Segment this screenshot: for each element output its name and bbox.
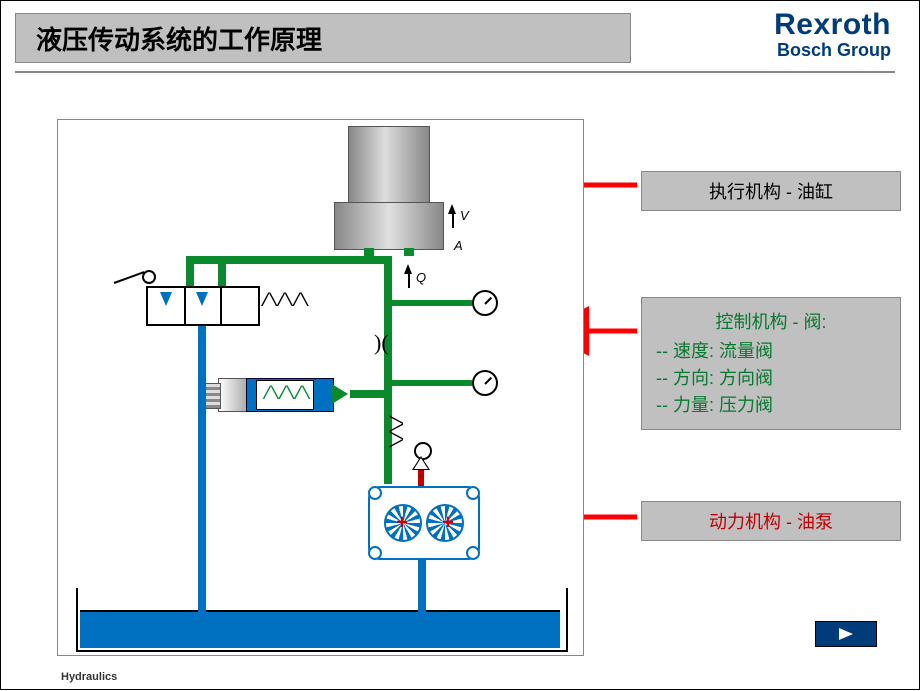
arrow-v-line [452,212,454,228]
callout-valve-dir: -- 方向: 方向阀 [656,365,886,392]
cylinder-port-right [404,248,414,256]
dirvalve-spring-icon: /\/\/\ [260,292,307,312]
pump-bolt-icon [466,546,480,560]
pressure-gauge-lower-icon [472,370,498,396]
arrow-v-head-icon [448,204,456,214]
reservoir-fluid [80,610,560,648]
slide-page: 液压传动系统的工作原理 Rexroth Bosch Group 执行机构 - 油… [0,0,920,690]
pump-bolt-icon [466,486,480,500]
arrow-q-head-icon [404,264,412,274]
callout-pump: 动力机构 - 油泵 [641,501,901,541]
footer-hydraulics: Hydraulics [61,671,117,683]
brand-logo: Rexroth Bosch Group [774,9,891,59]
pump-center-right-icon: + [442,512,454,535]
label-a: A [454,238,463,253]
cylinder-port-left [364,248,374,256]
callout-valve-speed: -- 速度: 流量阀 [656,338,886,365]
pump-suction [418,556,426,612]
logo-main: Rexroth [774,9,891,41]
checkvalve-spring-icon: /\/\ [384,414,404,445]
pressure-to-gauge2 [390,380,472,386]
slide-title: 液压传动系统的工作原理 [36,20,322,57]
callout-executor-text: 执行机构 - 油缸 [709,182,833,202]
pressure-gauge-upper-icon [472,290,498,316]
pressure-to-dirvalve-left [186,256,194,288]
relief-valve-nose-icon [332,384,348,404]
pressure-to-dirvalve-right [218,256,226,288]
label-v: V [460,208,469,223]
label-q: Q [416,270,426,285]
arrow-q-line [408,272,410,288]
pressure-top-horizontal [186,256,386,264]
callout-pump-text: 动力机构 - 油泵 [709,512,833,532]
return-vertical [198,322,206,612]
gear-pump: + + [368,486,480,560]
callout-executor: 执行机构 - 油缸 [641,171,901,211]
pressure-main-vertical [384,256,392,484]
logo-sub: Bosch Group [774,41,891,60]
pressure-to-gauge1 [390,300,472,306]
cylinder-body [334,202,444,250]
relief-spring-icon: /\/\/\ [256,380,314,410]
next-slide-button[interactable] [815,621,877,647]
pump-center-left-icon: + [396,512,408,535]
directional-valve [146,286,260,326]
hydraulic-diagram: /\/\/\ /\/\/\ )( /\/\ + + V A [57,119,584,656]
cylinder-rod [348,126,430,206]
pump-bolt-icon [368,486,382,500]
callout-valve-force: -- 力量: 压力阀 [656,392,886,419]
relief-adjust-screw-icon [218,378,248,412]
callout-valve: 控制机构 - 阀: -- 速度: 流量阀 -- 方向: 方向阀 -- 力量: 压… [641,297,901,430]
header-divider [15,71,895,73]
check-valve-seat-icon [412,456,430,470]
pump-bolt-icon [368,546,382,560]
flow-restrictor-icon: )( [374,330,389,356]
title-bar: 液压传动系统的工作原理 [15,13,631,63]
callout-valve-title: 控制机构 - 阀: [656,308,886,334]
pressure-to-relief [350,390,390,398]
